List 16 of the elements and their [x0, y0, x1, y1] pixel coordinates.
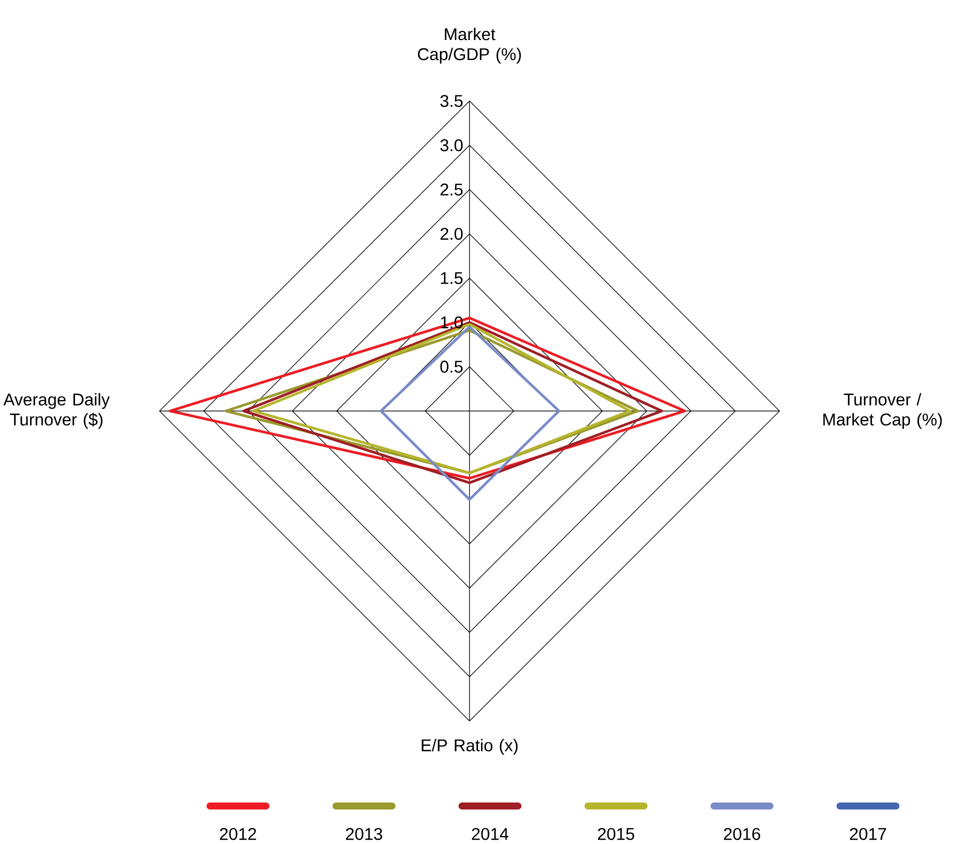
legend-label: 2013: [346, 828, 382, 840]
legend-label: 2012: [220, 828, 256, 840]
y-tick-label: 2.5: [440, 184, 463, 196]
y-tick-label: 0.5: [440, 360, 463, 373]
y-tick-label: 1.5: [440, 272, 463, 284]
y-tick-label: 3.5: [440, 94, 463, 108]
legend-label: 2016: [724, 828, 760, 840]
spoke-label: Market Cap/GDP (%): [418, 28, 521, 64]
legend-label: 2017: [850, 828, 886, 840]
spoke-label: Average Daily Turnover ($): [3, 393, 110, 429]
y-tick-label: 3.0: [440, 139, 463, 152]
y-tick-label: 2.0: [440, 228, 463, 240]
legend-label: 2014: [472, 828, 508, 840]
legend-label: 2015: [598, 828, 634, 840]
spoke-label: E/P Ratio (x): [422, 738, 518, 755]
spoke-label: Turnover / Market Cap (%): [823, 393, 942, 429]
